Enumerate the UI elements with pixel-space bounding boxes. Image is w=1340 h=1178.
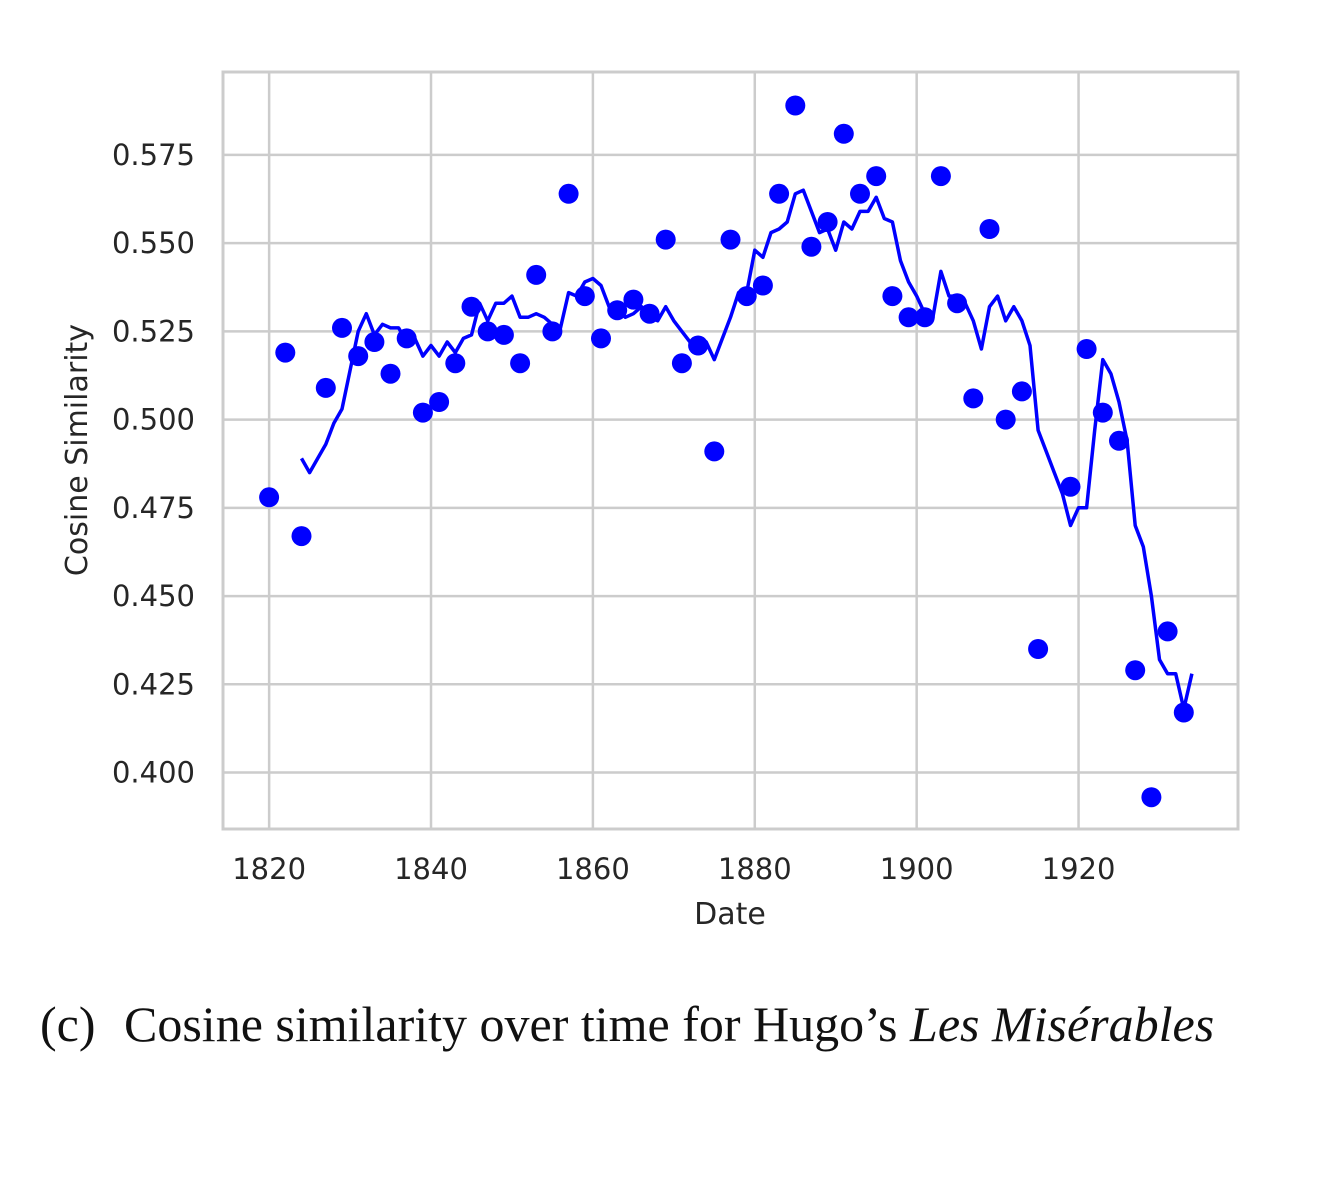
data-point [526,264,547,285]
caption-text: Cosine similarity over time for Hugo’s [124,996,911,1052]
data-point [1173,702,1194,723]
data-point [1028,639,1049,659]
data-point [1076,339,1097,359]
data-point [1141,787,1162,808]
chart: 1820 1840 1860 1880 1900 1920 0.400 0.425 0.450… [60,70,1240,932]
data-point [380,363,401,384]
data-point [720,229,741,250]
x-tick-label: 1820 [232,852,306,886]
data-point [769,183,790,204]
data-point [332,317,352,338]
data-point [850,183,870,204]
y-tick-label: 0.425 [112,667,195,701]
y-tick-label: 0.525 [112,314,195,348]
data-point [259,487,280,508]
data-point [655,229,676,250]
data-point [477,321,498,342]
data-point [930,166,951,187]
x-axis-label: Date [694,897,766,932]
data-point [275,342,296,363]
data-point [979,219,1000,239]
caption-emphasis: Les Misérables [910,996,1215,1052]
data-point [833,123,854,144]
data-point [445,353,466,374]
data-point [817,212,838,232]
x-tick-label: 1880 [718,852,792,886]
x-tick-labels: 1820 1840 1860 1880 1900 1920 [232,852,1115,886]
data-point [510,353,531,374]
data-point [291,526,312,547]
data-point [704,441,725,462]
data-point [1109,430,1129,451]
data-point [1125,660,1146,681]
data-point [898,307,919,328]
plot-area [223,72,1238,829]
data-point [623,289,644,310]
y-tick-label: 0.475 [112,491,195,525]
data-point [315,377,336,398]
plot-frame [221,70,1240,831]
data-point [671,353,692,374]
data-point [995,409,1016,430]
x-tick-label: 1840 [394,852,468,886]
data-point [752,275,773,296]
data-point [412,402,433,423]
data-point [963,388,984,409]
data-point [914,307,935,328]
data-point [801,236,822,257]
x-tick-label: 1920 [1042,852,1116,886]
data-point [558,183,579,204]
y-tick-label: 0.575 [112,138,195,172]
x-tick-label: 1900 [880,852,954,886]
data-point [688,335,709,356]
y-tick-label: 0.400 [112,756,195,790]
y-tick-label: 0.550 [112,226,195,260]
y-tick-label: 0.450 [112,579,195,613]
data-point [785,95,806,116]
y-tick-labels: 0.400 0.425 0.450 0.475 0.500 0.525 0.550 0.575 [112,138,195,790]
trend-line [299,188,1194,711]
data-point [1011,381,1032,402]
x-tick-label: 1860 [556,852,630,886]
y-axis-label: Cosine Similarity [60,324,95,576]
data-marks [259,95,1194,808]
data-point [429,392,450,412]
data-point [493,324,514,345]
data-point [1060,476,1081,497]
data-point [1157,621,1178,642]
data-point [866,166,887,187]
y-tick-label: 0.500 [112,403,195,437]
data-point [882,286,903,307]
data-point [364,332,385,352]
caption-tag: (c) [40,996,96,1052]
caption-body: Cosine similarity over time for Hugo’s L… [124,992,1304,1056]
data-point [591,328,611,349]
